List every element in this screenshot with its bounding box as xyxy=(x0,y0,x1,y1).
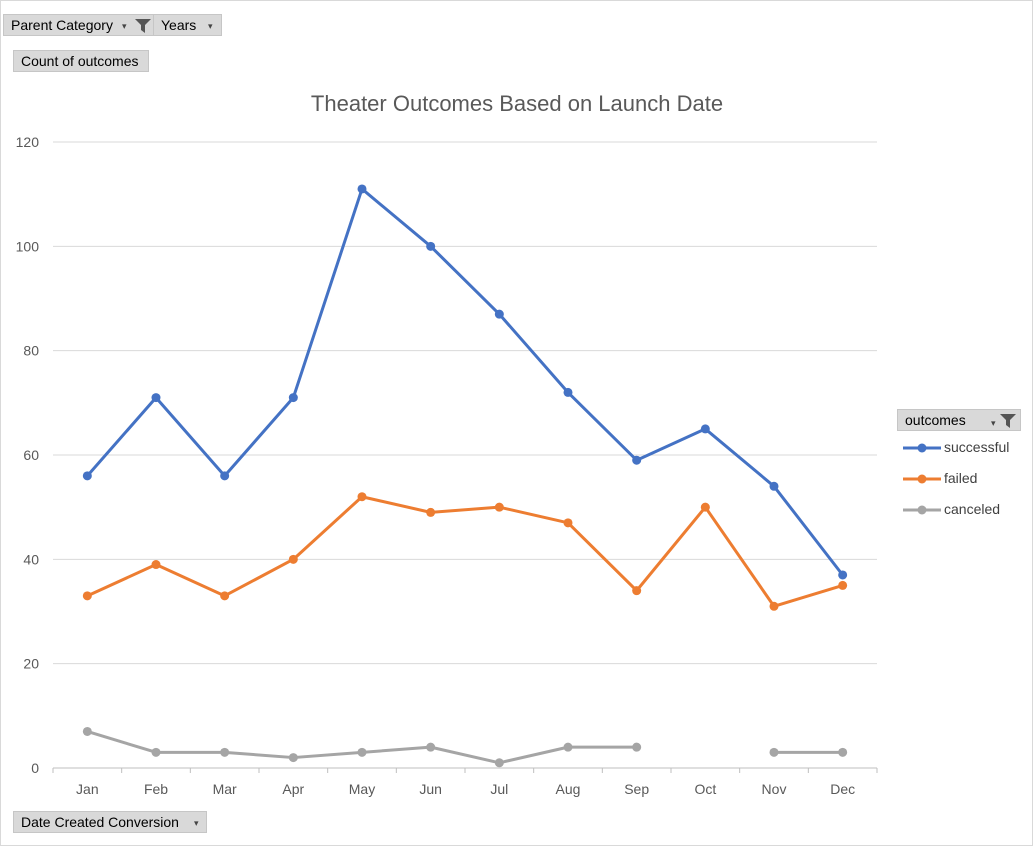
data-point[interactable] xyxy=(838,570,848,580)
x-tick-label: Mar xyxy=(213,781,237,797)
data-point[interactable] xyxy=(82,726,92,736)
data-point[interactable] xyxy=(151,560,161,570)
outcomes-label: outcomes xyxy=(905,412,966,428)
series-line xyxy=(86,187,844,576)
dropdown-arrow-icon: ▾ xyxy=(194,818,199,828)
data-point[interactable] xyxy=(220,591,230,601)
chart-title: Theater Outcomes Based on Launch Date xyxy=(311,91,723,116)
y-tick-label: 100 xyxy=(16,238,40,254)
funnel-filter-icon xyxy=(1000,414,1016,428)
legend-label: successful xyxy=(944,439,1010,455)
x-tick-label: Nov xyxy=(762,781,787,797)
data-point[interactable] xyxy=(838,580,848,590)
series-successful xyxy=(82,184,848,580)
legend-marker xyxy=(903,443,941,453)
data-point[interactable] xyxy=(563,742,573,752)
x-tick-label: Jun xyxy=(419,781,442,797)
data-point[interactable] xyxy=(494,758,504,768)
series-line xyxy=(86,730,637,765)
data-point[interactable] xyxy=(563,518,573,528)
data-point[interactable] xyxy=(151,393,161,403)
count-of-outcomes-field-button[interactable]: Count of outcomes xyxy=(13,50,149,72)
data-point[interactable] xyxy=(563,387,573,397)
dropdown-arrow-icon: ▾ xyxy=(991,418,996,428)
series-canceled xyxy=(82,726,848,768)
data-point[interactable] xyxy=(288,554,298,564)
data-point[interactable] xyxy=(632,742,642,752)
data-point[interactable] xyxy=(769,601,779,611)
years-filter-button[interactable]: Years ▾ xyxy=(153,14,222,36)
data-point[interactable] xyxy=(426,507,436,517)
y-tick-label: 0 xyxy=(31,760,39,776)
data-point[interactable] xyxy=(288,753,298,763)
x-tick-label: Jul xyxy=(490,781,508,797)
data-point[interactable] xyxy=(82,591,92,601)
parent-category-filter-button[interactable]: Parent Category ▾ xyxy=(3,14,154,36)
legend-marker xyxy=(903,474,941,484)
parent-category-label: Parent Category xyxy=(11,17,113,33)
data-point[interactable] xyxy=(357,184,367,194)
data-point[interactable] xyxy=(700,424,710,434)
x-tick-label: Feb xyxy=(144,781,168,797)
y-tick-label: 20 xyxy=(23,656,39,672)
x-tick-label: Dec xyxy=(830,781,855,797)
legend-label: failed xyxy=(944,470,978,486)
data-point[interactable] xyxy=(426,241,436,251)
data-point[interactable] xyxy=(632,586,642,596)
series-line xyxy=(86,495,844,608)
x-tick-label: Jan xyxy=(76,781,99,797)
data-point[interactable] xyxy=(220,471,230,481)
data-point[interactable] xyxy=(151,747,161,757)
data-point[interactable] xyxy=(426,742,436,752)
years-label: Years xyxy=(161,17,197,33)
data-point[interactable] xyxy=(494,309,504,319)
count-of-outcomes-label: Count of outcomes xyxy=(21,53,139,69)
legend-marker xyxy=(903,505,941,515)
data-point[interactable] xyxy=(838,747,848,757)
data-point[interactable] xyxy=(632,455,642,465)
y-tick-label: 80 xyxy=(23,343,39,359)
data-point[interactable] xyxy=(288,393,298,403)
data-point[interactable] xyxy=(769,747,779,757)
dropdown-arrow-icon: ▾ xyxy=(122,21,127,31)
funnel-filter-icon xyxy=(135,19,151,33)
data-point[interactable] xyxy=(357,492,367,502)
y-tick-label: 60 xyxy=(23,447,39,463)
data-point[interactable] xyxy=(82,471,92,481)
date-created-conversion-field-button[interactable]: Date Created Conversion ▾ xyxy=(13,811,207,833)
data-point[interactable] xyxy=(220,747,230,757)
series-failed xyxy=(82,492,848,611)
date-created-conversion-label: Date Created Conversion xyxy=(21,814,179,830)
y-tick-label: 120 xyxy=(16,134,40,150)
x-tick-label: Apr xyxy=(282,781,304,797)
x-tick-label: Sep xyxy=(624,781,649,797)
data-point[interactable] xyxy=(769,481,779,491)
y-tick-label: 40 xyxy=(23,551,39,567)
data-point[interactable] xyxy=(700,502,710,512)
outcomes-filter-button[interactable]: outcomes ▾ xyxy=(897,409,1021,431)
x-tick-label: Aug xyxy=(556,781,581,797)
data-point[interactable] xyxy=(357,747,367,757)
dropdown-arrow-icon: ▾ xyxy=(208,21,213,31)
legend-label: canceled xyxy=(944,501,1001,517)
x-tick-label: May xyxy=(349,781,375,797)
data-point[interactable] xyxy=(494,502,504,512)
x-tick-label: Oct xyxy=(694,781,716,797)
